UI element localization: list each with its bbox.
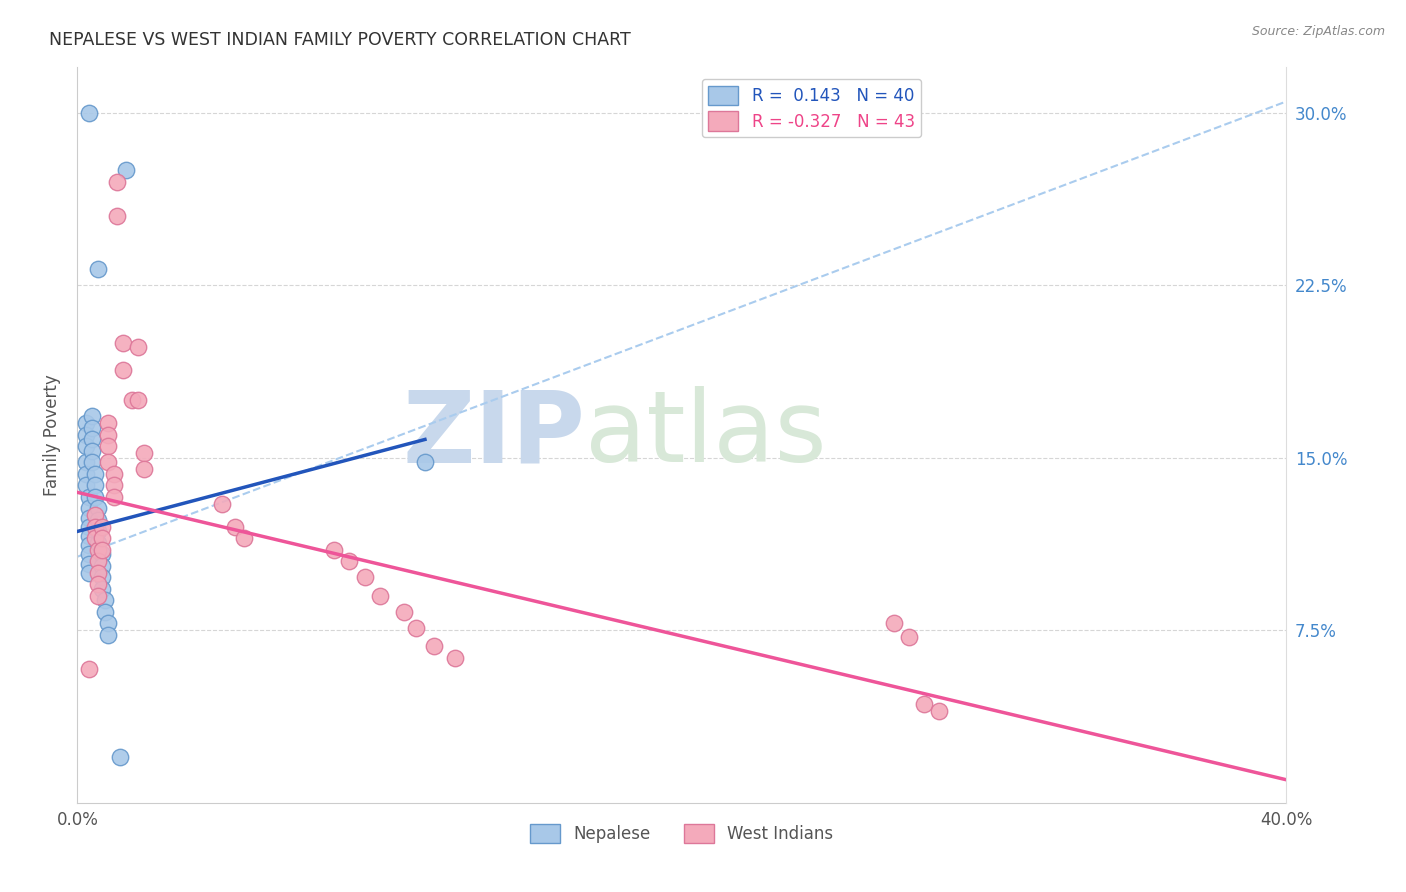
Point <box>82 409 104 424</box>
Point <box>79 106 101 120</box>
Point <box>211 497 233 511</box>
Point <box>368 589 391 603</box>
Point <box>96 628 118 642</box>
Point <box>114 163 136 178</box>
Point <box>121 393 143 408</box>
Point <box>75 478 97 492</box>
Point <box>82 455 104 469</box>
Point <box>337 554 360 568</box>
Point <box>87 577 110 591</box>
Point <box>90 548 112 562</box>
Point <box>87 542 110 557</box>
Point <box>444 651 467 665</box>
Point <box>87 536 110 550</box>
Point <box>87 566 110 580</box>
Text: Source: ZipAtlas.com: Source: ZipAtlas.com <box>1251 25 1385 38</box>
Point <box>90 532 112 546</box>
Point <box>111 363 134 377</box>
Text: atlas: atlas <box>585 386 827 483</box>
Point <box>108 749 131 764</box>
Point <box>79 538 101 552</box>
Point <box>127 341 149 355</box>
Point <box>75 427 97 442</box>
Point <box>928 704 950 718</box>
Point <box>90 570 112 584</box>
Point <box>405 621 427 635</box>
Point <box>82 421 104 435</box>
Point <box>224 520 246 534</box>
Point <box>84 520 107 534</box>
Point <box>87 262 110 277</box>
Point <box>79 501 101 516</box>
Point <box>883 616 905 631</box>
Point <box>84 508 107 523</box>
Point <box>87 524 110 539</box>
Point <box>96 427 118 442</box>
Point <box>912 697 935 711</box>
Point <box>93 593 115 607</box>
Point <box>79 548 101 562</box>
Point <box>323 542 346 557</box>
Point <box>413 455 436 469</box>
Point <box>75 439 97 453</box>
Y-axis label: Family Poverty: Family Poverty <box>44 374 62 496</box>
Point <box>84 478 107 492</box>
Point <box>96 616 118 631</box>
Point <box>79 510 101 524</box>
Point <box>103 467 125 481</box>
Point <box>353 570 375 584</box>
Point <box>127 393 149 408</box>
Point <box>79 490 101 504</box>
Point <box>75 467 97 481</box>
Point <box>105 210 128 224</box>
Point <box>87 589 110 603</box>
Point <box>90 542 112 557</box>
Point <box>132 446 155 460</box>
Point <box>105 175 128 189</box>
Point <box>423 640 446 654</box>
Point <box>79 529 101 543</box>
Point <box>392 605 415 619</box>
Point <box>75 455 97 469</box>
Point <box>87 554 110 568</box>
Point <box>87 513 110 527</box>
Point <box>103 478 125 492</box>
Text: ZIP: ZIP <box>402 386 585 483</box>
Point <box>90 558 112 573</box>
Point <box>132 462 155 476</box>
Text: NEPALESE VS WEST INDIAN FAMILY POVERTY CORRELATION CHART: NEPALESE VS WEST INDIAN FAMILY POVERTY C… <box>49 31 631 49</box>
Point <box>82 433 104 447</box>
Legend: Nepalese, West Indians: Nepalese, West Indians <box>523 817 841 850</box>
Point <box>84 490 107 504</box>
Point <box>93 605 115 619</box>
Point <box>96 455 118 469</box>
Point <box>90 520 112 534</box>
Point <box>79 520 101 534</box>
Point <box>96 417 118 431</box>
Point <box>232 532 254 546</box>
Point <box>84 467 107 481</box>
Point <box>87 501 110 516</box>
Point <box>90 582 112 596</box>
Point <box>96 439 118 453</box>
Point <box>79 557 101 571</box>
Point <box>79 566 101 580</box>
Point <box>75 417 97 431</box>
Point <box>84 532 107 546</box>
Point <box>897 630 920 644</box>
Point <box>79 662 101 676</box>
Point <box>111 335 134 350</box>
Point <box>82 444 104 458</box>
Point <box>103 490 125 504</box>
